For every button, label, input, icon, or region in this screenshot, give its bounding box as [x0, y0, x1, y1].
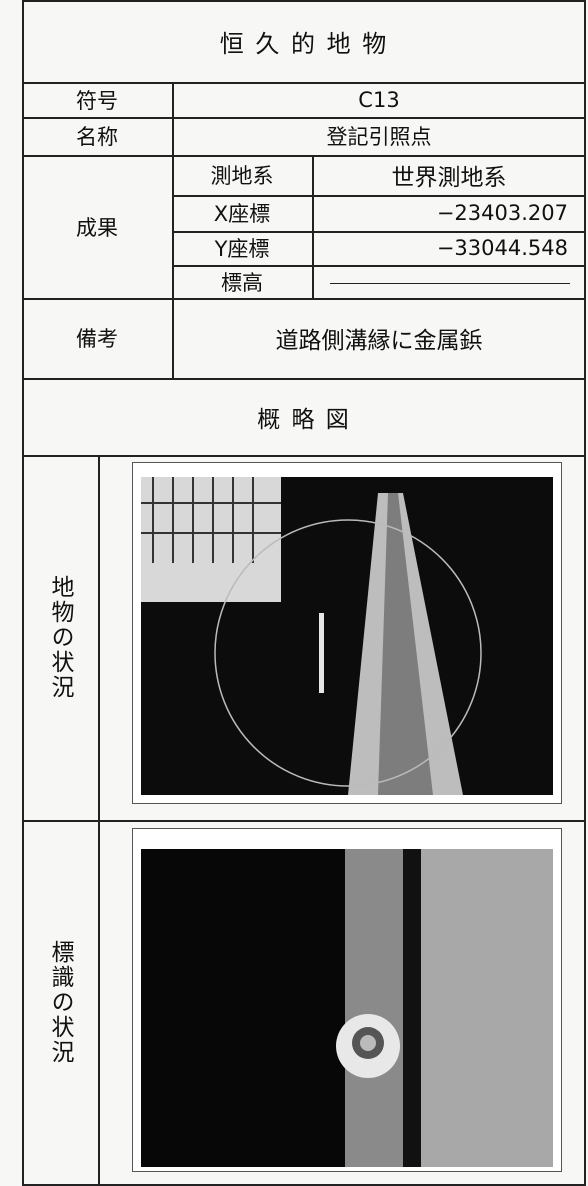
title: 恒 久 的 地 物 — [219, 29, 389, 58]
border — [22, 0, 24, 1186]
sub-value: −33044.548 — [436, 236, 568, 260]
sub-label: 測地系 — [210, 164, 274, 188]
photo — [141, 477, 553, 795]
sub-label: X座標 — [213, 202, 271, 226]
row-label: 成果 — [76, 215, 118, 240]
row-label: 備考 — [76, 327, 118, 351]
rule — [22, 455, 586, 457]
photo-label: 地物の状況 — [47, 575, 73, 700]
row-label: 符号 — [76, 88, 118, 113]
rule — [172, 231, 586, 233]
sub-label: 標高 — [221, 270, 263, 295]
rule — [22, 298, 586, 300]
row-value: 登記引照点 — [326, 125, 432, 149]
rule — [172, 265, 586, 267]
photo-label: 標識の状況 — [47, 939, 73, 1065]
border — [22, 1184, 586, 1186]
rule — [22, 820, 586, 822]
sub-label: Y座標 — [214, 237, 270, 261]
rule — [172, 195, 586, 197]
rule — [98, 455, 100, 1186]
row-value: 道路側溝縁に金属鋲 — [275, 328, 483, 354]
rule — [22, 82, 586, 84]
sub-value: 世界測地系 — [391, 165, 507, 191]
row-label: 名称 — [76, 125, 118, 149]
row-value: C13 — [358, 87, 400, 112]
border — [584, 0, 586, 1186]
rule — [22, 117, 586, 119]
rule — [312, 155, 314, 298]
blank-line — [330, 283, 570, 284]
border — [22, 0, 586, 2]
photo-frame — [132, 828, 562, 1172]
section-title: 概 略 図 — [257, 406, 351, 433]
photo — [141, 849, 553, 1167]
rule — [22, 378, 586, 380]
rule — [22, 155, 586, 157]
rule — [172, 82, 174, 378]
sub-value: −23403.207 — [436, 201, 568, 225]
photo-frame — [132, 462, 562, 804]
